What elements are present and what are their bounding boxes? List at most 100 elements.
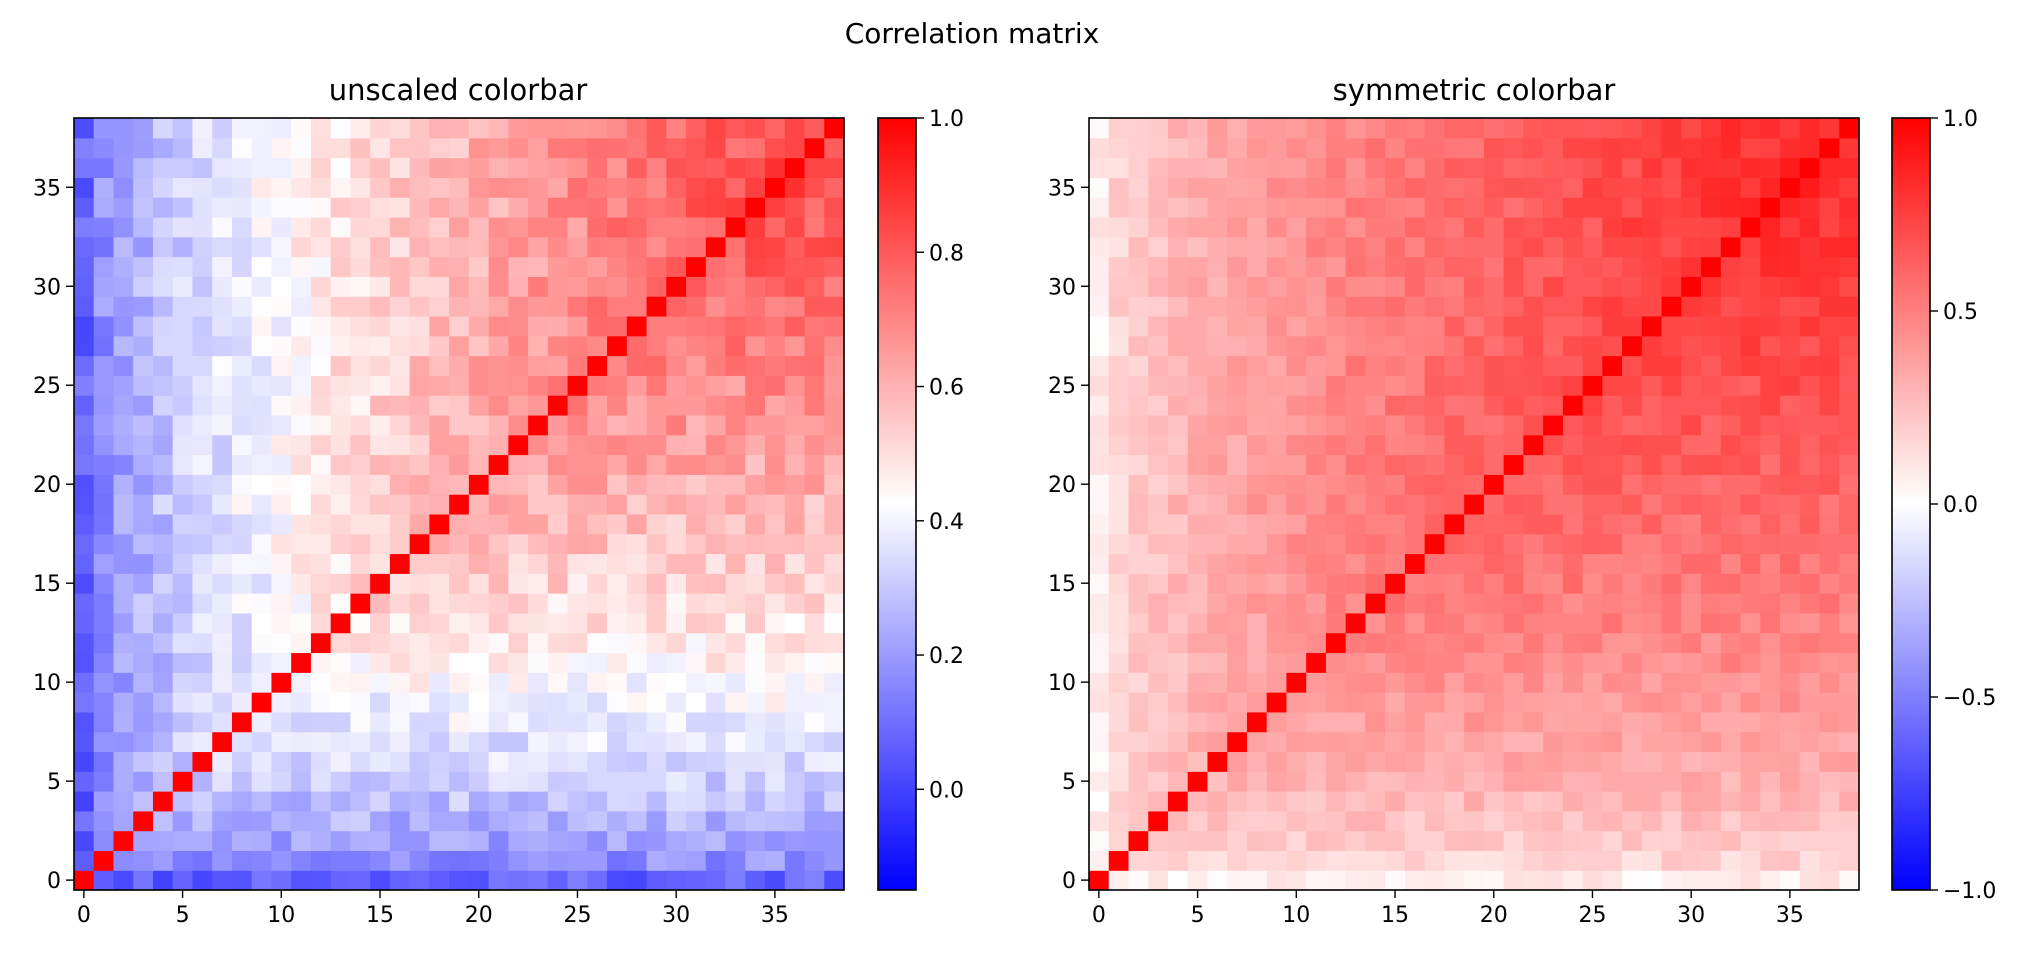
heatmap-cell xyxy=(468,711,490,733)
heatmap-cell xyxy=(745,870,766,891)
heatmap-cell xyxy=(1089,177,1110,198)
heatmap-cell xyxy=(1345,315,1367,337)
heatmap-cell xyxy=(1089,593,1110,614)
heatmap-cell xyxy=(1128,414,1149,436)
heatmap-cell xyxy=(626,533,648,555)
heatmap-cell xyxy=(1622,236,1643,258)
heatmap-cell xyxy=(824,810,845,832)
heatmap-cell xyxy=(468,751,490,772)
heatmap-cell xyxy=(1108,296,1130,317)
heatmap-cell xyxy=(1562,375,1584,396)
heatmap-cell xyxy=(725,216,746,238)
heatmap-cell xyxy=(449,355,470,376)
heatmap-cell xyxy=(705,731,727,753)
heatmap-cell xyxy=(93,731,115,753)
heatmap-cell xyxy=(192,751,213,772)
heatmap-cell xyxy=(1760,434,1781,456)
heatmap-cell xyxy=(646,830,667,852)
heatmap-cell xyxy=(686,256,707,277)
heatmap-cell xyxy=(468,296,490,317)
heatmap-cell xyxy=(1780,830,1801,852)
heatmap-cell xyxy=(1760,771,1781,792)
heatmap-cell xyxy=(429,830,450,852)
heatmap-cell xyxy=(824,355,845,376)
heatmap-cell xyxy=(1543,414,1564,436)
heatmap-cell xyxy=(1523,870,1544,891)
heatmap-cell xyxy=(508,513,529,535)
heatmap-cell xyxy=(1543,177,1564,198)
heatmap-cell xyxy=(291,731,312,753)
heatmap-cell xyxy=(330,375,352,396)
heatmap-cell xyxy=(1523,216,1544,238)
heatmap-cell xyxy=(1128,474,1149,495)
y-tick-label: 35 xyxy=(1048,176,1076,201)
heatmap-cell xyxy=(133,236,154,258)
heatmap-cell xyxy=(1128,355,1149,376)
heatmap-cell xyxy=(133,533,154,555)
heatmap-cell xyxy=(1483,810,1505,832)
heatmap-cell xyxy=(1483,672,1505,693)
heatmap-cell xyxy=(1523,771,1544,792)
heatmap-cell xyxy=(1819,711,1840,733)
heatmap-cell xyxy=(1404,335,1426,357)
x-tick-label: 25 xyxy=(1578,903,1606,928)
heatmap-cell xyxy=(212,672,233,693)
heatmap-cell xyxy=(449,771,470,792)
heatmap-cell xyxy=(705,513,727,535)
heatmap-cell xyxy=(212,830,233,852)
heatmap-cell xyxy=(1562,553,1584,574)
heatmap-cell xyxy=(370,533,391,555)
heatmap-cell xyxy=(113,513,134,535)
heatmap-cell xyxy=(1187,118,1209,139)
heatmap-cell xyxy=(1227,197,1248,218)
heatmap-cell xyxy=(370,474,391,495)
heatmap-cell xyxy=(1207,355,1228,376)
heatmap-cell xyxy=(1306,315,1327,337)
heatmap-cell xyxy=(291,573,312,594)
heatmap-cell xyxy=(1661,474,1682,495)
heatmap-cell xyxy=(350,791,371,812)
heatmap-cell xyxy=(212,513,233,535)
heatmap-cell xyxy=(330,513,352,535)
heatmap-cell xyxy=(1187,256,1209,277)
heatmap-cell xyxy=(389,632,411,654)
heatmap-cell xyxy=(1207,177,1228,198)
heatmap-cell xyxy=(1780,553,1801,574)
heatmap-cell xyxy=(626,454,648,475)
heatmap-cell xyxy=(1345,791,1367,812)
heatmap-cell xyxy=(1246,593,1268,614)
heatmap-cell xyxy=(1701,791,1722,812)
heatmap-cell xyxy=(1523,434,1544,456)
heatmap-cell xyxy=(1740,315,1761,337)
heatmap-cell xyxy=(1266,830,1288,852)
heatmap-cell xyxy=(1701,513,1722,535)
heatmap-cell xyxy=(626,810,648,832)
heatmap-cell xyxy=(488,870,509,891)
heatmap-cell xyxy=(152,118,174,139)
heatmap-cell xyxy=(1523,573,1544,594)
heatmap-cell xyxy=(231,731,253,753)
heatmap-cell xyxy=(528,672,549,693)
heatmap-cell xyxy=(587,810,608,832)
heatmap-cell xyxy=(1740,375,1761,396)
heatmap-cell xyxy=(1483,751,1505,772)
heatmap-cell xyxy=(1089,533,1110,555)
heatmap-cell xyxy=(824,454,845,475)
heatmap-cell xyxy=(824,632,845,654)
heatmap-cell xyxy=(172,197,194,218)
heatmap-cell xyxy=(1424,672,1445,693)
heatmap-cells xyxy=(1089,118,1860,891)
heatmap-cell xyxy=(1819,256,1840,277)
heatmap-cell xyxy=(310,454,332,475)
heatmap-cell xyxy=(93,672,115,693)
heatmap-cell xyxy=(1740,395,1761,416)
heatmap-cell xyxy=(93,256,115,277)
heatmap-cell xyxy=(1089,434,1110,456)
heatmap-cell xyxy=(666,355,687,376)
heatmap-cell xyxy=(1543,276,1564,297)
heatmap-cell xyxy=(1325,137,1347,159)
heatmap-cell xyxy=(1819,612,1840,634)
heatmap-cell xyxy=(1444,612,1465,634)
heatmap-cell xyxy=(745,533,766,555)
y-tick-label: 5 xyxy=(1062,770,1076,795)
